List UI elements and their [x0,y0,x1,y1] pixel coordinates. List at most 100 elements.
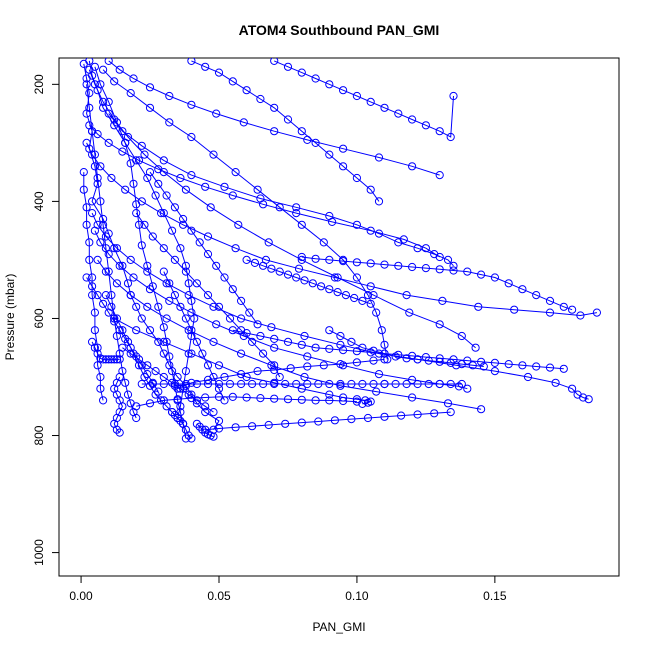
data-point [568,305,577,314]
data-point [325,326,334,335]
data-point [366,259,375,268]
series-27 [137,379,389,389]
data-point [297,395,306,404]
data-point [471,343,480,352]
data-point [237,370,246,379]
data-point [159,379,168,389]
data-point [532,362,541,371]
data-point [187,58,196,65]
data-point [292,379,301,389]
data-point [380,103,389,112]
data-point [248,379,257,389]
data-point [474,302,483,311]
series-line [163,271,225,401]
data-point [336,331,345,341]
data-point [369,291,378,300]
data-point [112,118,122,127]
data-point [363,413,373,423]
data-point [145,168,155,177]
data-point [132,302,141,311]
data-point [402,379,411,389]
data-point [297,127,306,136]
data-point [281,379,290,389]
data-point [297,340,306,349]
data-point [347,379,356,389]
data-point [157,396,166,405]
data-point [82,203,91,212]
data-point [408,115,417,124]
data-point [267,264,276,273]
data-point [220,372,229,382]
data-point [93,173,102,183]
series-8 [93,255,486,414]
data-point [110,115,119,124]
data-point [145,399,155,408]
data-point [168,367,177,376]
data-point [408,393,417,402]
series-10 [85,65,480,352]
data-point [137,314,146,323]
data-point [82,273,91,282]
data-point [165,118,174,127]
data-point [397,411,406,420]
series-line [113,376,123,433]
data-point [446,379,455,389]
series-24 [297,252,577,314]
data-point [394,350,403,359]
data-point [220,182,229,191]
data-point [270,127,279,136]
data-point [203,379,213,389]
data-point [170,410,179,420]
data-point [110,77,119,86]
data-point [275,267,284,276]
data-point [209,337,218,346]
data-point [121,334,130,343]
data-point [352,173,361,183]
data-point [325,396,334,405]
data-point [457,379,466,389]
data-point [421,264,430,273]
data-point [372,387,381,396]
data-point [173,372,182,382]
series-9 [110,314,375,408]
data-point [330,416,339,425]
data-point [435,320,444,329]
data-point [568,384,577,393]
data-point [187,349,196,358]
data-point [283,395,293,404]
data-point [187,132,196,142]
data-point [212,261,221,270]
data-point [314,417,323,426]
data-point [181,267,190,276]
data-point [292,203,301,212]
data-point [435,252,444,262]
series-33 [228,326,568,373]
data-point [187,326,196,335]
data-point [214,424,224,433]
data-point [187,378,196,387]
data-point [192,396,201,405]
data-point [90,226,100,235]
series-layer [79,58,602,443]
data-point [162,191,171,200]
data-point [339,361,348,370]
data-point [380,379,389,389]
data-point [259,379,268,389]
data-point [88,209,97,218]
data-point [159,267,168,276]
data-point [479,362,488,371]
data-point [413,410,422,419]
data-point [256,394,265,403]
chart-title: ATOM4 Southbound PAN_GMI [239,22,440,38]
data-point [363,291,373,300]
data-point [408,351,417,360]
data-point [394,109,403,118]
data-point [377,326,386,335]
data-point [170,291,179,300]
data-point [408,162,417,171]
data-point [363,398,373,407]
data-point [352,347,361,356]
data-point [250,258,259,267]
series-34 [88,337,124,364]
